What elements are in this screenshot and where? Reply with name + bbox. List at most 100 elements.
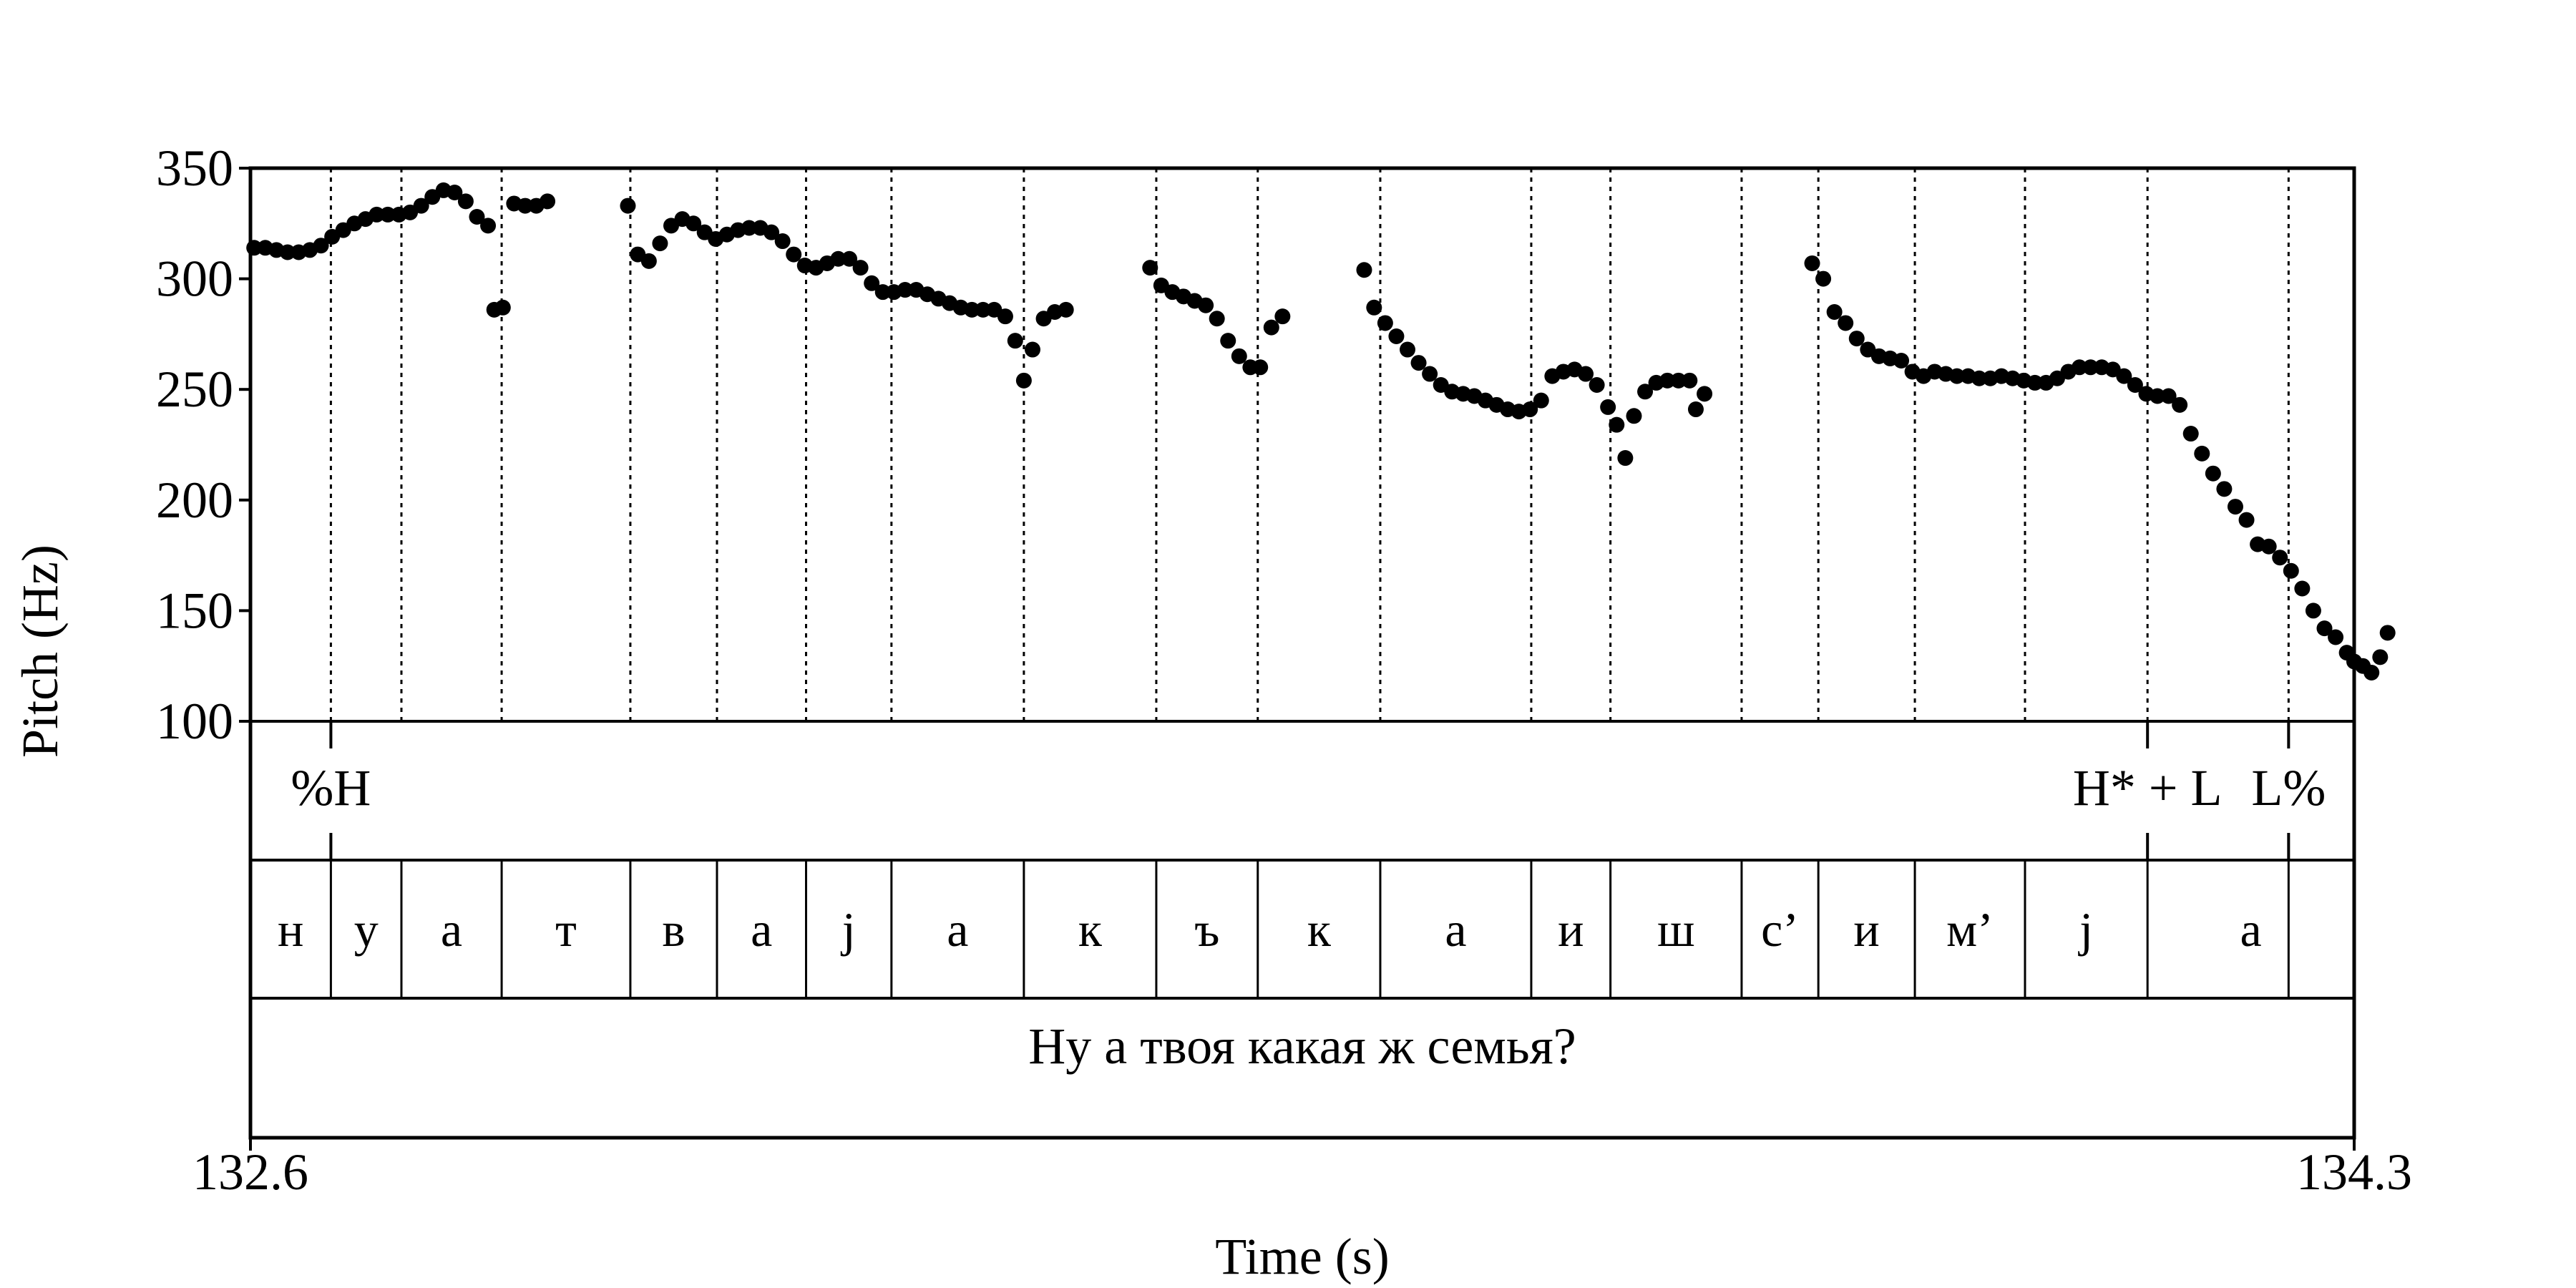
- pitch-point: [1948, 368, 1965, 384]
- pitch-point: [1356, 262, 1372, 278]
- pitch-point: [279, 244, 296, 260]
- segment-label: и: [1558, 902, 1584, 957]
- pitch-point: [1609, 416, 1625, 433]
- pitch-point: [2072, 359, 2088, 376]
- pitch-point: [2305, 602, 2321, 619]
- pitch-point: [1804, 255, 1820, 271]
- pitch-point: [1015, 372, 1032, 389]
- pitch-point: [652, 235, 668, 252]
- segment-label: а: [441, 902, 462, 957]
- pitch-point: [1274, 308, 1291, 325]
- segment-label: а: [751, 902, 772, 957]
- y-tick-label: 200: [156, 472, 233, 529]
- pitch-point: [2194, 445, 2210, 462]
- pitch-point: [1007, 333, 1023, 349]
- segment-label: н: [278, 902, 303, 957]
- pitch-point: [1589, 377, 1605, 394]
- segment-label: j: [841, 902, 856, 957]
- pitch-point: [1893, 353, 1910, 369]
- pitch-point: [874, 284, 891, 301]
- segment-label: м’: [1946, 902, 1994, 957]
- pitch-point: [1971, 370, 1987, 386]
- x-tick-label-end: 134.3: [2296, 1143, 2412, 1201]
- pitch-point: [1670, 372, 1687, 389]
- pitch-point: [2116, 368, 2132, 384]
- pitch-point: [897, 282, 913, 298]
- y-tick-label: 100: [156, 693, 233, 750]
- segment-label: и: [1853, 902, 1879, 957]
- pitch-point: [1626, 408, 1642, 424]
- segment-label: ъ: [1194, 902, 1219, 957]
- pitch-point: [1522, 401, 1538, 418]
- pitch-point: [1422, 366, 1438, 382]
- pitch-point: [517, 197, 533, 214]
- segment-label: а: [947, 902, 968, 957]
- pitch-point: [1838, 315, 1854, 331]
- pitch-point: [1388, 328, 1405, 344]
- segment-label: с’: [1761, 902, 1799, 957]
- sentence-label: Ну а твоя какая ж семья?: [1028, 1018, 1576, 1075]
- pitch-point: [480, 218, 497, 234]
- pitch-point: [1815, 270, 1832, 287]
- y-axis-label: Pitch (Hz): [11, 545, 69, 758]
- tone-label: L%: [2251, 759, 2326, 816]
- pitch-point: [1637, 384, 1654, 400]
- pitch-point: [2283, 562, 2299, 579]
- pitch-point: [1659, 372, 1676, 389]
- y-tick-label: 150: [156, 582, 233, 639]
- pitch-point: [997, 308, 1013, 325]
- pitch-point: [1263, 319, 1279, 336]
- y-tick-label: 350: [156, 140, 233, 197]
- pitch-point: [2216, 481, 2233, 497]
- pitch-point: [686, 215, 702, 232]
- pitch-point: [379, 206, 396, 223]
- pitch-point: [2260, 538, 2277, 555]
- pitch-point: [1600, 399, 1616, 415]
- pitch-point: [2160, 388, 2177, 404]
- pitch-point: [1687, 401, 1704, 418]
- pitch-point: [2150, 388, 2166, 404]
- pitch-point: [413, 197, 429, 214]
- pitch-point: [864, 275, 880, 291]
- pitch-point: [2082, 359, 2099, 376]
- pitch-point: [494, 299, 511, 316]
- pitch-point: [1209, 311, 1225, 327]
- pitch-point: [1142, 260, 1158, 276]
- y-tick-label: 300: [156, 250, 233, 308]
- pitch-point: [1617, 450, 1634, 467]
- pitch-point: [741, 220, 757, 236]
- pitch-point: [975, 301, 991, 318]
- pitch-point: [1826, 303, 1843, 320]
- x-tick-label-start: 132.6: [192, 1143, 308, 1201]
- tone-label: H* + L: [2073, 759, 2223, 816]
- pitch-point: [841, 250, 858, 267]
- pitch-point: [540, 193, 556, 210]
- pitch-point: [2272, 550, 2288, 566]
- pitch-point: [1578, 366, 1594, 382]
- pitch-point: [1058, 301, 1074, 318]
- tone-tier: %H H* + L L%: [291, 721, 2326, 860]
- pitch-point: [1231, 348, 1247, 364]
- pitch-point: [2328, 629, 2344, 645]
- segment-label: к: [1078, 902, 1103, 957]
- segment-label: у: [354, 902, 379, 957]
- segment-tier: н у а т в а j а к ъ к а и ш с’ и м’ j а: [278, 860, 2290, 998]
- pitch-point: [1252, 359, 1269, 376]
- tier-frames: [248, 166, 2356, 1140]
- pitch-point: [852, 260, 869, 276]
- pitch-point: [774, 233, 791, 250]
- pitch-point: [2379, 625, 2396, 641]
- pitch-point: [786, 246, 802, 263]
- pitch-points: [246, 182, 2396, 680]
- pitch-point: [2026, 374, 2043, 391]
- pitch-point: [2182, 426, 2199, 442]
- pitch-point: [763, 224, 780, 240]
- segment-label: в: [662, 902, 685, 957]
- pitch-point: [1697, 386, 1713, 402]
- pitch-point: [369, 206, 385, 223]
- pitch-point: [2172, 396, 2188, 413]
- pitch-point: [1400, 341, 1415, 358]
- pitch-point: [447, 185, 463, 201]
- pitch-point: [2316, 620, 2333, 637]
- pitch-point: [964, 301, 980, 318]
